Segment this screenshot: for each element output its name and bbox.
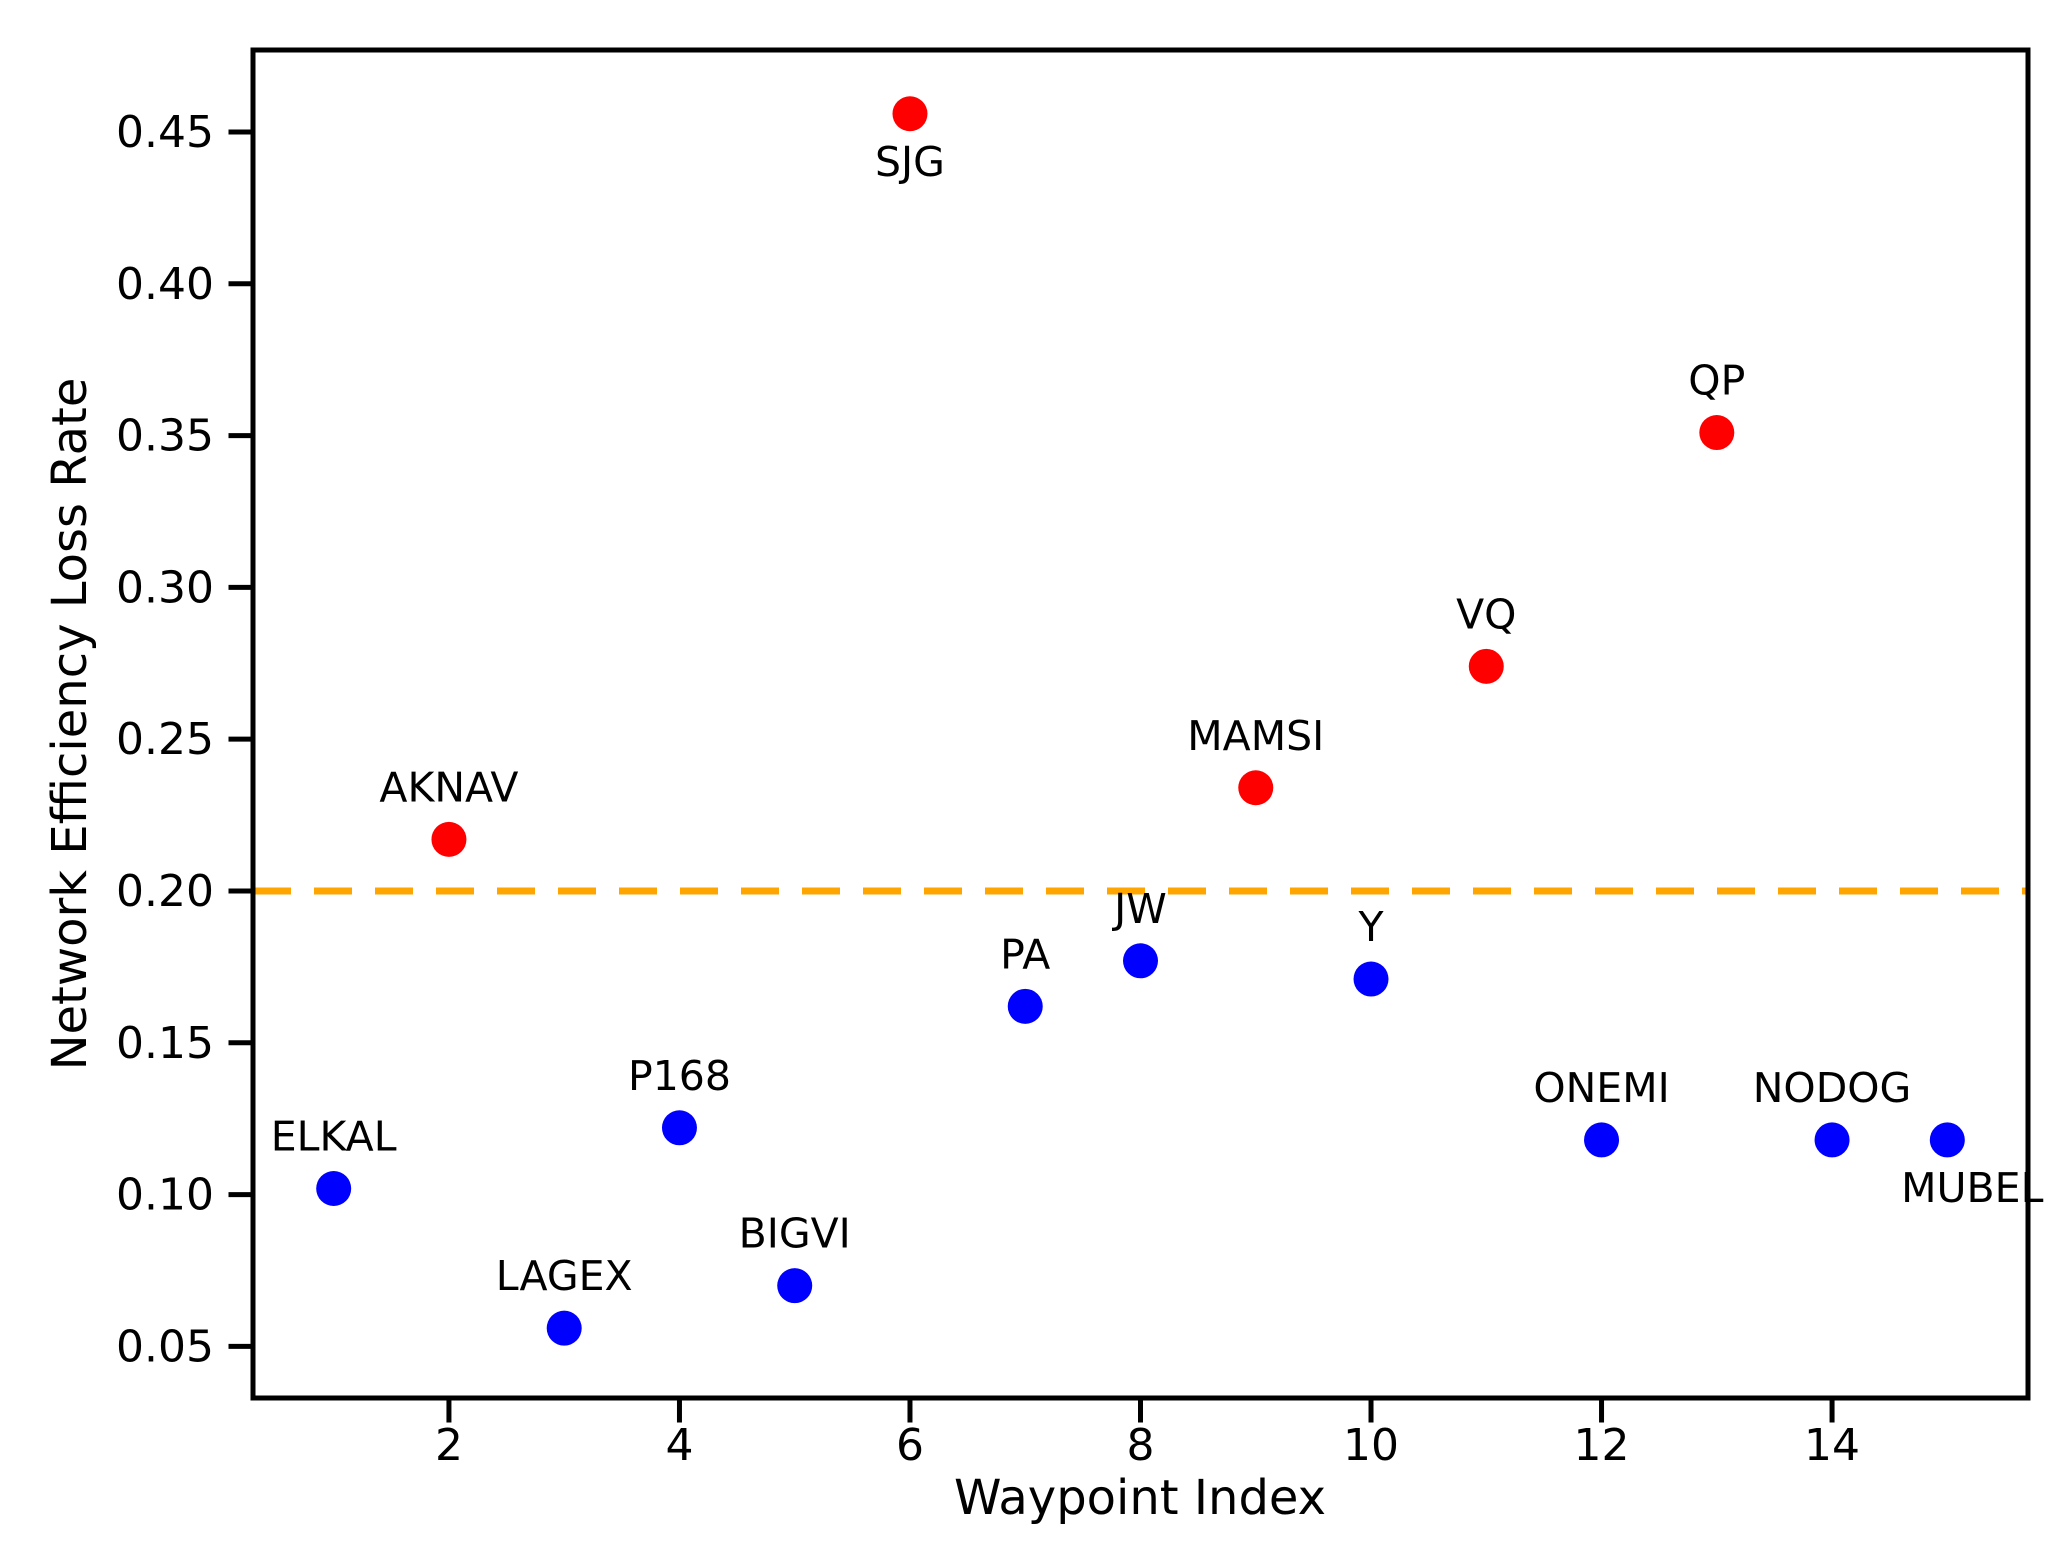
plot-border	[250, 47, 2031, 1401]
data-points-layer	[316, 96, 1965, 1346]
point-label-SJG: SJG	[875, 138, 945, 186]
data-point-QP	[1699, 415, 1735, 451]
y-tick-label-0.35: 0.35	[116, 411, 214, 462]
point-annotations-layer: ELKAL AKNAV LAGEX P168 BIGVI SJG PA JW MAMSI Y VQ O…	[271, 138, 2044, 1300]
point-label-AKNAV: AKNAV	[379, 763, 518, 811]
data-point-LAGEX	[546, 1310, 582, 1346]
y-tick-label-0.45: 0.45	[116, 107, 214, 158]
data-point-ONEMI	[1584, 1122, 1620, 1158]
data-point-MUBEL	[1929, 1122, 1965, 1158]
point-label-VQ: VQ	[1456, 590, 1516, 638]
y-tick-label-0.40: 0.40	[116, 259, 214, 310]
point-label-PA: PA	[1000, 930, 1050, 978]
x-tick-label-12: 12	[1574, 1420, 1630, 1471]
y-tick-label-0.25: 0.25	[116, 714, 214, 765]
point-label-P168: P168	[628, 1052, 731, 1100]
y-tick-label-0.20: 0.20	[116, 866, 214, 917]
x-tick-label-6: 6	[896, 1420, 924, 1471]
point-label-BIGVI: BIGVI	[739, 1210, 851, 1258]
data-point-SJG	[892, 96, 928, 132]
point-label-NODOG: NODOG	[1753, 1064, 1912, 1112]
x-tick-label-10: 10	[1343, 1420, 1399, 1471]
data-point-NODOG	[1814, 1122, 1850, 1158]
point-label-ELKAL: ELKAL	[271, 1113, 397, 1161]
data-point-AKNAV	[431, 821, 467, 857]
data-point-P168	[661, 1110, 697, 1146]
x-tick-label-2: 2	[435, 1420, 463, 1471]
y-axis-label: Network Efficiency Loss Rate	[42, 378, 98, 1071]
data-point-VQ	[1468, 648, 1504, 684]
x-axis-label: Waypoint Index	[954, 1470, 1326, 1526]
x-tick-label-8: 8	[1127, 1420, 1155, 1471]
point-label-LAGEX: LAGEX	[496, 1252, 633, 1300]
x-tick-label-14: 14	[1804, 1420, 1860, 1471]
y-tick-label-0.15: 0.15	[116, 1018, 214, 1069]
data-point-BIGVI	[777, 1268, 813, 1304]
y-tick-label-0.30: 0.30	[116, 562, 214, 613]
point-label-ONEMI: ONEMI	[1533, 1064, 1669, 1112]
point-label-MAMSI: MAMSI	[1187, 712, 1324, 760]
point-label-MUBEL: MUBEL	[1901, 1164, 2043, 1212]
data-point-Y	[1353, 961, 1389, 997]
data-point-JW	[1123, 943, 1158, 979]
point-label-Y: Y	[1357, 903, 1384, 951]
point-label-QP: QP	[1688, 357, 1745, 405]
data-point-MAMSI	[1238, 770, 1274, 806]
y-tick-label-0.10: 0.10	[116, 1170, 214, 1221]
x-tick-label-4: 4	[665, 1420, 693, 1471]
data-point-PA	[1007, 988, 1043, 1024]
axis-ticks-layer: 2 4 6 8 10 12 14 0.05 0.10 0.15 0.20 0.25 0.30 0.35 0.…	[116, 107, 1860, 1471]
data-point-ELKAL	[316, 1171, 352, 1207]
y-tick-label-0.05: 0.05	[116, 1321, 214, 1372]
point-label-JW: JW	[1111, 885, 1167, 933]
